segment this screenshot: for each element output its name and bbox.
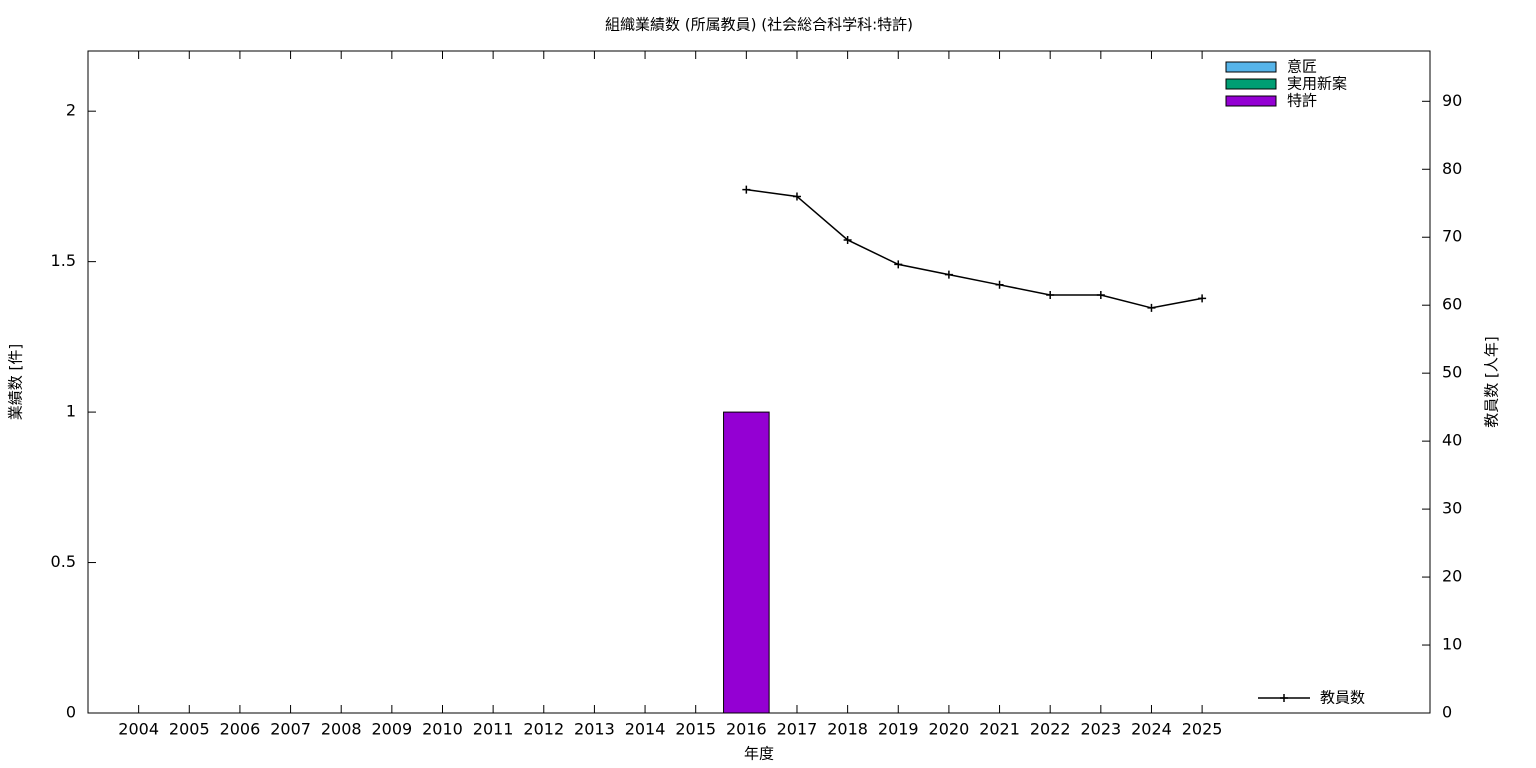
x-tick-label: 2025 [1182,720,1223,739]
point [742,185,751,194]
point [1198,294,1207,303]
point [843,235,852,244]
x-tick-label: 2008 [321,720,362,739]
y2-tick-label: 0 [1442,703,1452,722]
x-tick-label: 2015 [675,720,716,739]
y2-tick-label: 90 [1442,91,1462,110]
y2-tick-label: 80 [1442,159,1462,178]
legend-swatch [1225,61,1277,73]
legend-label: 実用新案 [1287,75,1347,93]
y2-axis-label: 教員数 [人年] [1483,336,1501,427]
x-tick-label: 2011 [473,720,514,739]
y2-tick-label: 70 [1442,227,1462,246]
x-tick-label: 2012 [523,720,564,739]
y2-tick-label: 40 [1442,431,1462,450]
x-tick-label: 2024 [1131,720,1172,739]
bar [723,411,770,714]
point [792,192,801,201]
x-tick-label: 2020 [929,720,970,739]
x-tick-label: 2010 [422,720,463,739]
point [1046,291,1055,300]
legend-swatch [1225,95,1277,107]
x-tick-label: 2017 [777,720,818,739]
point [944,270,953,279]
line [746,188,1203,309]
x-tick-label: 2021 [979,720,1020,739]
chart-title: 組織業績数 (所属教員) (社会総合科学科:特許) [605,16,913,34]
x-tick-label: 2004 [118,720,159,739]
legend-swatch [1225,78,1277,90]
y2-tick-label: 30 [1442,499,1462,518]
y-tick-label: 1 [66,402,76,421]
point [894,260,903,269]
x-tick-label: 2007 [270,720,311,739]
x-axis-label: 年度 [744,745,774,763]
x-tick-label: 2013 [574,720,615,739]
x-tick-label: 2006 [220,720,261,739]
legend-label: 特許 [1287,92,1317,110]
point [995,280,1004,289]
legend-label: 意匠 [1287,58,1317,76]
y-tick-label: 0.5 [51,552,76,571]
x-tick-label: 2016 [726,720,767,739]
y-tick-label: 2 [66,101,76,120]
y-tick-label: 0 [66,703,76,722]
x-tick-label: 2009 [371,720,412,739]
y2-tick-label: 60 [1442,295,1462,314]
x-tick-label: 2014 [625,720,666,739]
y2-tick-label: 10 [1442,635,1462,654]
x-tick-label: 2023 [1080,720,1121,739]
legend-point [1280,694,1288,702]
x-tick-label: 2019 [878,720,919,739]
point [1096,291,1105,300]
legend-label: 教員数 [1320,689,1365,707]
y-tick-label: 1.5 [51,251,76,270]
point [1147,303,1156,312]
x-tick-label: 2022 [1030,720,1071,739]
x-tick-label: 2005 [169,720,210,739]
x-tick-label: 2018 [827,720,868,739]
y2-tick-label: 20 [1442,567,1462,586]
y2-tick-label: 50 [1442,363,1462,382]
y-axis-label: 業績数 [件] [7,344,25,420]
